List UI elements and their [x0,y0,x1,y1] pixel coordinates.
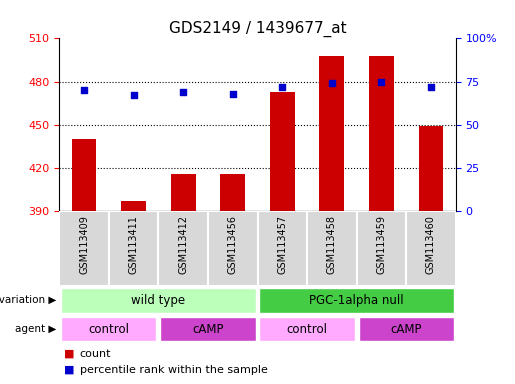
Bar [258,211,307,286]
Bar [220,174,245,211]
Text: GSM113457: GSM113457 [277,215,287,274]
Point [229,91,237,97]
Bar [307,211,356,286]
Bar [369,56,394,211]
Text: percentile rank within the sample: percentile rank within the sample [80,365,268,375]
Text: control: control [286,323,328,336]
Bar [319,56,344,211]
Point [328,80,336,86]
Bar [61,317,157,341]
Bar [260,317,355,341]
Bar [59,211,109,286]
Bar [72,139,96,211]
Bar [159,211,208,286]
Text: GSM113458: GSM113458 [327,215,337,274]
Text: GSM113460: GSM113460 [426,215,436,274]
Bar [270,92,295,211]
Bar [121,201,146,211]
Text: ■: ■ [64,365,75,375]
Text: cAMP: cAMP [192,323,224,336]
Text: GSM113409: GSM113409 [79,215,89,274]
Point [377,78,386,84]
Text: agent ▶: agent ▶ [15,324,57,334]
Point [80,87,88,93]
Text: cAMP: cAMP [390,323,422,336]
Text: GSM113412: GSM113412 [178,215,188,274]
Bar [160,317,255,341]
Title: GDS2149 / 1439677_at: GDS2149 / 1439677_at [169,21,346,37]
Text: wild type: wild type [131,294,185,307]
Point [427,84,435,90]
Text: ■: ■ [64,349,75,359]
Text: GSM113411: GSM113411 [129,215,139,274]
Bar [208,211,258,286]
Text: GSM113459: GSM113459 [376,215,386,274]
Bar [109,211,159,286]
Bar [358,317,454,341]
Text: count: count [80,349,111,359]
Bar [260,288,454,313]
Text: control: control [88,323,129,336]
Bar [406,211,456,286]
Bar [356,211,406,286]
Point [129,92,138,98]
Bar [171,174,196,211]
Bar [419,126,443,211]
Point [179,89,187,95]
Text: genotype/variation ▶: genotype/variation ▶ [0,295,57,306]
Text: GSM113456: GSM113456 [228,215,238,274]
Text: PGC-1alpha null: PGC-1alpha null [310,294,404,307]
Bar [61,288,255,313]
Point [278,84,286,90]
